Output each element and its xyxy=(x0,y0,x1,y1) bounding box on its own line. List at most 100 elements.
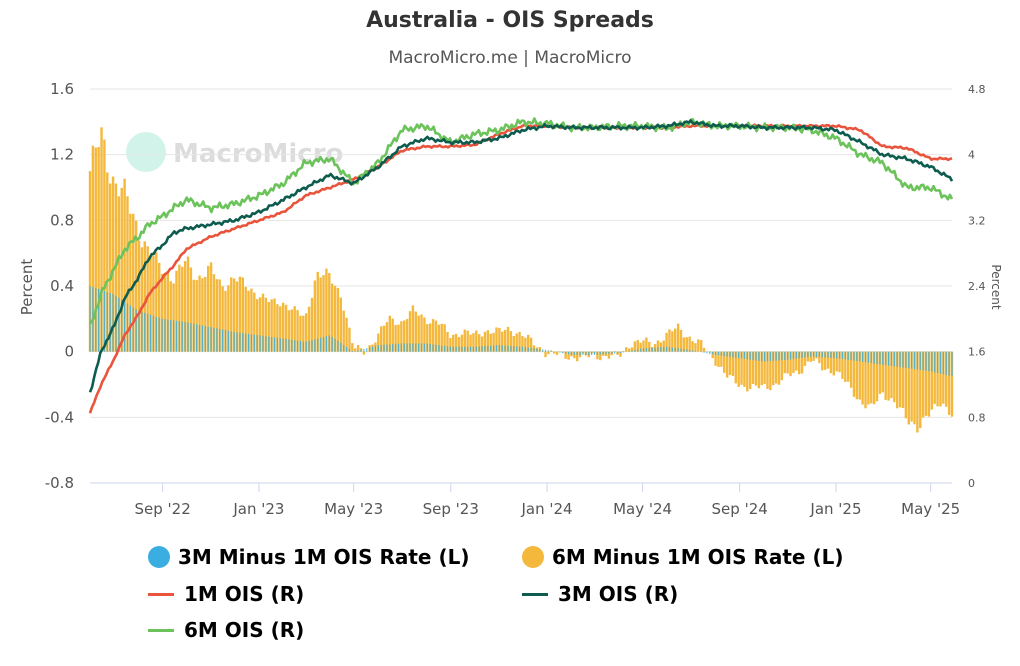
bar-6m-minus-1m xyxy=(437,324,441,352)
bar-6m-minus-1m xyxy=(250,288,253,352)
bar-3m-minus-1m xyxy=(939,351,942,374)
bar-6m-minus-1m xyxy=(714,351,717,366)
bar-6m-minus-1m xyxy=(625,347,628,352)
bar-3m-minus-1m xyxy=(262,335,264,352)
bar-3m-minus-1m xyxy=(608,351,610,354)
bar-3m-minus-1m xyxy=(769,351,771,362)
bar-3m-minus-1m xyxy=(740,351,743,359)
x-tick-label: Jan '25 xyxy=(809,500,861,518)
bar-6m-minus-1m xyxy=(772,351,775,386)
bar-6m-minus-1m xyxy=(452,334,455,352)
bar-6m-minus-1m xyxy=(847,351,850,382)
bar-6m-minus-1m xyxy=(195,280,198,352)
bar-6m-minus-1m xyxy=(169,281,172,352)
bar-6m-minus-1m xyxy=(405,319,409,352)
bar-3m-minus-1m xyxy=(490,345,492,352)
bar-6m-minus-1m xyxy=(238,276,242,352)
legend-dot-icon xyxy=(148,546,170,568)
bar-3m-minus-1m xyxy=(389,344,391,352)
bar-6m-minus-1m xyxy=(166,272,170,352)
bar-3m-minus-1m xyxy=(193,323,195,352)
bar-3m-minus-1m xyxy=(138,310,140,352)
bar-3m-minus-1m xyxy=(317,338,319,352)
bar-6m-minus-1m xyxy=(734,351,737,384)
bar-3m-minus-1m xyxy=(394,343,397,352)
bar-6m-minus-1m xyxy=(858,351,861,400)
bar-3m-minus-1m xyxy=(135,309,137,352)
y-tick-right: 0 xyxy=(968,477,975,490)
bar-6m-minus-1m xyxy=(679,329,683,352)
bar-6m-minus-1m xyxy=(117,196,121,352)
bar-3m-minus-1m xyxy=(279,338,281,352)
bar-6m-minus-1m xyxy=(382,325,386,352)
bar-3m-minus-1m xyxy=(288,339,290,352)
bar-3m-minus-1m xyxy=(893,351,895,367)
legend-item-6m-minus-1m[interactable]: 6M Minus 1M OIS Rate (L) xyxy=(522,545,843,569)
bar-3m-minus-1m xyxy=(271,336,273,352)
bar-3m-minus-1m xyxy=(438,345,440,352)
bar-6m-minus-1m xyxy=(774,351,778,384)
bar-3m-minus-1m xyxy=(190,323,192,352)
bar-6m-minus-1m xyxy=(864,351,867,409)
x-axis: Sep '22 Jan '23 May '23 Sep '23 Jan '24 May '… xyxy=(90,482,960,518)
bar-3m-minus-1m xyxy=(322,336,325,352)
bar-3m-minus-1m xyxy=(328,335,330,352)
bar-3m-minus-1m xyxy=(764,351,766,362)
bar-6m-minus-1m xyxy=(501,331,504,352)
bar-6m-minus-1m xyxy=(354,348,357,352)
bar-6m-minus-1m xyxy=(763,351,766,385)
bar-6m-minus-1m xyxy=(94,147,97,352)
bar-3m-minus-1m xyxy=(576,351,578,355)
bar-3m-minus-1m xyxy=(913,351,916,370)
bar-3m-minus-1m xyxy=(761,351,763,362)
bar-3m-minus-1m xyxy=(314,339,316,352)
bar-6m-minus-1m xyxy=(408,311,412,352)
bar-6m-minus-1m xyxy=(576,351,579,362)
bar-3m-minus-1m xyxy=(175,320,178,352)
legend-item-6m-ois[interactable]: 6M OIS (R) xyxy=(148,618,304,642)
bar-6m-minus-1m xyxy=(221,286,224,352)
bar-6m-minus-1m xyxy=(619,351,622,357)
bar-3m-minus-1m xyxy=(487,345,489,352)
legend-item-1m-ois[interactable]: 1M OIS (R) xyxy=(148,582,304,606)
bar-6m-minus-1m xyxy=(792,351,795,373)
y-tick-right: 1.6 xyxy=(968,346,986,359)
bar-3m-minus-1m xyxy=(599,351,601,355)
bar-3m-minus-1m xyxy=(418,343,420,352)
bar-3m-minus-1m xyxy=(325,336,328,352)
bar-6m-minus-1m xyxy=(443,324,446,352)
bar-6m-minus-1m xyxy=(852,351,856,397)
bar-6m-minus-1m xyxy=(552,351,556,354)
chart-title: Australia - OIS Spreads xyxy=(366,8,654,33)
bar-3m-minus-1m xyxy=(98,288,100,352)
bar-3m-minus-1m xyxy=(461,346,463,352)
bar-3m-minus-1m xyxy=(245,333,247,352)
bar-6m-minus-1m xyxy=(227,285,230,352)
bar-6m-minus-1m xyxy=(379,326,383,352)
legend-item-3m-ois[interactable]: 3M OIS (R) xyxy=(522,582,678,606)
bar-3m-minus-1m xyxy=(420,343,423,352)
bar-3m-minus-1m xyxy=(879,351,881,365)
bar-6m-minus-1m xyxy=(224,290,227,352)
bar-6m-minus-1m xyxy=(731,351,735,376)
bar-3m-minus-1m xyxy=(250,334,253,352)
bar-6m-minus-1m xyxy=(725,351,729,378)
bar-6m-minus-1m xyxy=(904,351,908,419)
bar-6m-minus-1m xyxy=(547,351,550,355)
bar-6m-minus-1m xyxy=(913,351,916,425)
legend-item-3m-minus-1m[interactable]: 3M Minus 1M OIS Rate (L) xyxy=(148,545,469,569)
bar-3m-minus-1m xyxy=(942,351,944,375)
bar-6m-minus-1m xyxy=(639,342,642,352)
bar-3m-minus-1m xyxy=(856,351,858,362)
bar-3m-minus-1m xyxy=(916,351,919,370)
bar-3m-minus-1m xyxy=(934,351,936,373)
bar-3m-minus-1m xyxy=(343,344,345,352)
bar-3m-minus-1m xyxy=(268,336,270,352)
bar-6m-minus-1m xyxy=(160,274,164,352)
bar-3m-minus-1m xyxy=(735,351,737,358)
bar-6m-minus-1m xyxy=(668,329,671,352)
bar-3m-minus-1m xyxy=(164,319,166,352)
bar-3m-minus-1m xyxy=(302,341,304,352)
bar-3m-minus-1m xyxy=(464,346,466,352)
